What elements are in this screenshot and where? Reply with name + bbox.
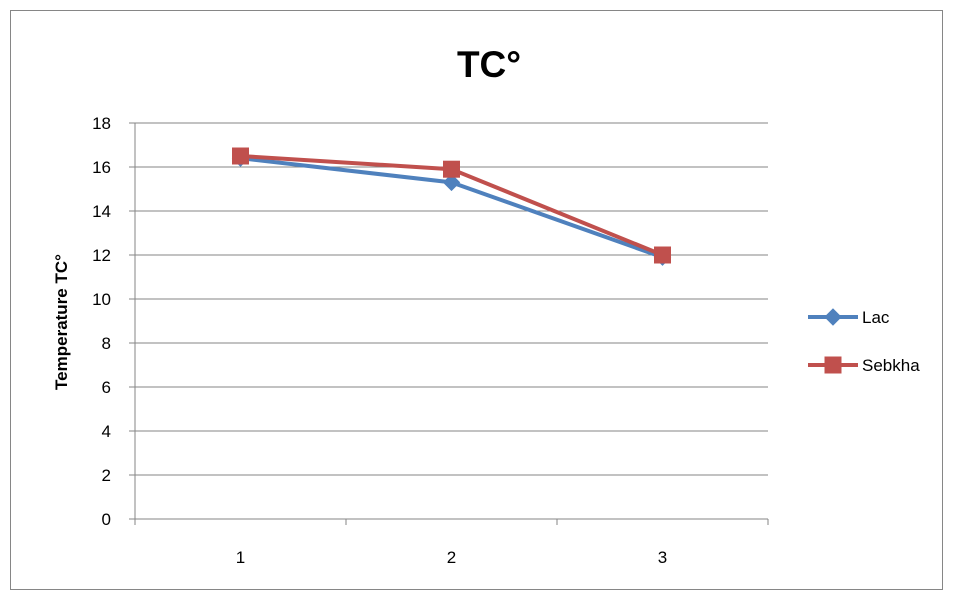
y-tick-label: 4 bbox=[102, 422, 111, 441]
x-axis-tick-labels: 1 2 3 bbox=[236, 548, 667, 567]
legend-marker-lac bbox=[824, 308, 842, 326]
y-tick-label: 16 bbox=[92, 158, 111, 177]
y-tick-label: 6 bbox=[102, 378, 111, 397]
y-tick-label: 2 bbox=[102, 466, 111, 485]
x-tick-label: 1 bbox=[236, 548, 245, 567]
y-tick-label: 14 bbox=[92, 202, 111, 221]
legend-marker-sebkha bbox=[824, 356, 842, 374]
axes bbox=[129, 122, 769, 525]
x-tick-label: 2 bbox=[447, 548, 456, 567]
x-tick-label: 3 bbox=[658, 548, 667, 567]
data-point-lac bbox=[442, 173, 461, 192]
y-axis-title: Temperature TC° bbox=[52, 254, 71, 390]
y-tick-label: 18 bbox=[92, 114, 111, 133]
y-tick-label: 12 bbox=[92, 246, 111, 265]
legend-item-sebkha: Sebkha bbox=[808, 356, 920, 375]
y-axis-tick-labels: 0 2 4 6 8 10 12 14 16 18 bbox=[92, 114, 111, 529]
chart-area bbox=[10, 10, 943, 590]
data-point-sebkha bbox=[232, 147, 249, 165]
chart-title: TC° bbox=[457, 44, 521, 85]
legend-label: Sebkha bbox=[862, 356, 920, 375]
series-sebkha bbox=[232, 147, 671, 264]
series-layer bbox=[231, 147, 672, 266]
y-tick-label: 0 bbox=[102, 510, 111, 529]
legend-label: Lac bbox=[862, 308, 890, 327]
y-tick-label: 8 bbox=[102, 334, 111, 353]
y-tick-label: 10 bbox=[92, 290, 111, 309]
data-point-sebkha bbox=[443, 160, 460, 178]
legend-item-lac: Lac bbox=[808, 308, 890, 327]
legend: Lac Sebkha bbox=[808, 308, 920, 375]
data-point-sebkha bbox=[654, 246, 671, 264]
